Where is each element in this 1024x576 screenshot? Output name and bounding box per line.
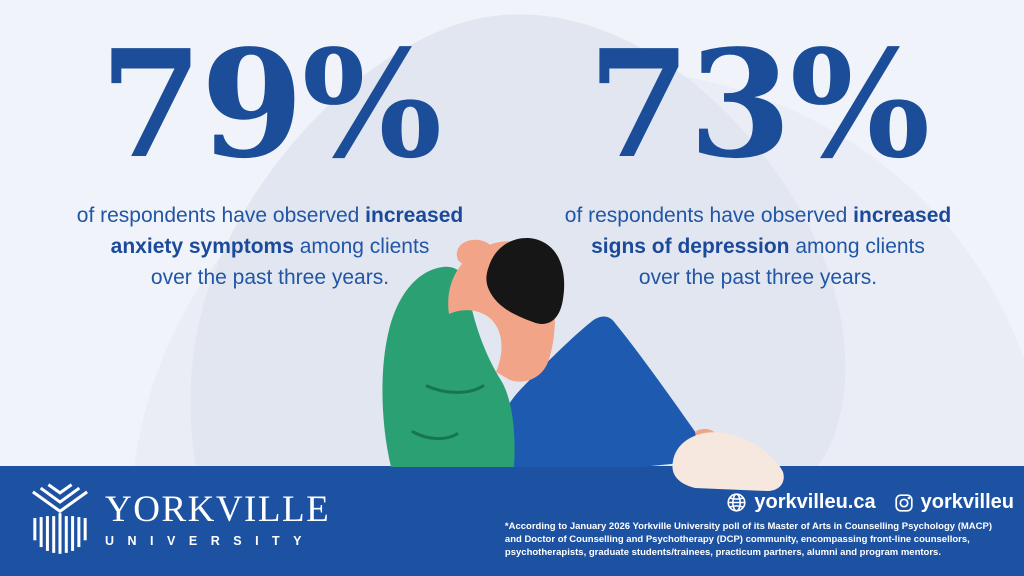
stat-value-depression: 73% bbox=[587, 17, 931, 191]
instagram-handle: yorkvilleu bbox=[920, 491, 1014, 513]
instagram-icon bbox=[894, 493, 913, 512]
stat-anxiety-line-1: of respondents have observed increased bbox=[76, 203, 464, 227]
stat-depression-line-1: of respondents have observed increased bbox=[564, 203, 952, 227]
person-torso bbox=[382, 266, 515, 467]
stat-depression-line-2: signs of depression among clients bbox=[591, 234, 925, 258]
shirt-crease-2 bbox=[411, 430, 459, 441]
stat-depression: 73% of respondents have observed increas… bbox=[528, 17, 988, 293]
instagram-item: yorkvilleu bbox=[894, 491, 1014, 514]
website-item: yorkvilleu.ca bbox=[726, 491, 876, 514]
shirt-crease-1 bbox=[425, 384, 485, 394]
stat-anxiety-line-3: over the past three years. bbox=[150, 265, 390, 289]
globe-icon bbox=[727, 493, 747, 512]
disclaimer-line-3: psychotherapists, graduate students/trai… bbox=[504, 547, 941, 558]
disclaimer-text: *According to January 2026 Yorkville Uni… bbox=[505, 520, 992, 559]
person-illustration bbox=[382, 237, 784, 491]
brand-text: YORKVILLE UNIVERSITY bbox=[105, 491, 330, 548]
yorkville-brand-lockup: YORKVILLE UNIVERSITY bbox=[30, 483, 330, 555]
stat-value-anxiety: 79% bbox=[99, 17, 443, 191]
person-hair bbox=[486, 237, 565, 324]
stat-anxiety: 79% of respondents have observed increas… bbox=[40, 17, 500, 293]
stat-depression-line-3: over the past three years. bbox=[638, 265, 878, 289]
disclaimer-line-2: and Doctor of Counselling and Psychother… bbox=[504, 534, 970, 545]
person-shoe bbox=[672, 432, 784, 491]
stat-description-anxiety: of respondents have observed increased a… bbox=[40, 200, 500, 293]
stat-anxiety-line-2: anxiety symptoms among clients bbox=[110, 234, 430, 258]
brand-subtitle: UNIVERSITY bbox=[105, 533, 316, 548]
stat-description-depression: of respondents have observed increased s… bbox=[528, 200, 988, 293]
yorkville-logo-icon bbox=[32, 483, 88, 554]
contact-row: yorkvilleu.ca yorkvilleu bbox=[726, 491, 1014, 514]
person-legs bbox=[491, 316, 711, 467]
person-hand bbox=[456, 239, 494, 267]
footer-bar: YORKVILLE UNIVERSITY yorkvilleu.ca bbox=[0, 466, 1024, 576]
disclaimer-line-1: *According to January 2026 Yorkville Uni… bbox=[504, 521, 992, 532]
brand-name: YORKVILLE bbox=[105, 488, 331, 530]
website-url: yorkvilleu.ca bbox=[754, 491, 876, 513]
